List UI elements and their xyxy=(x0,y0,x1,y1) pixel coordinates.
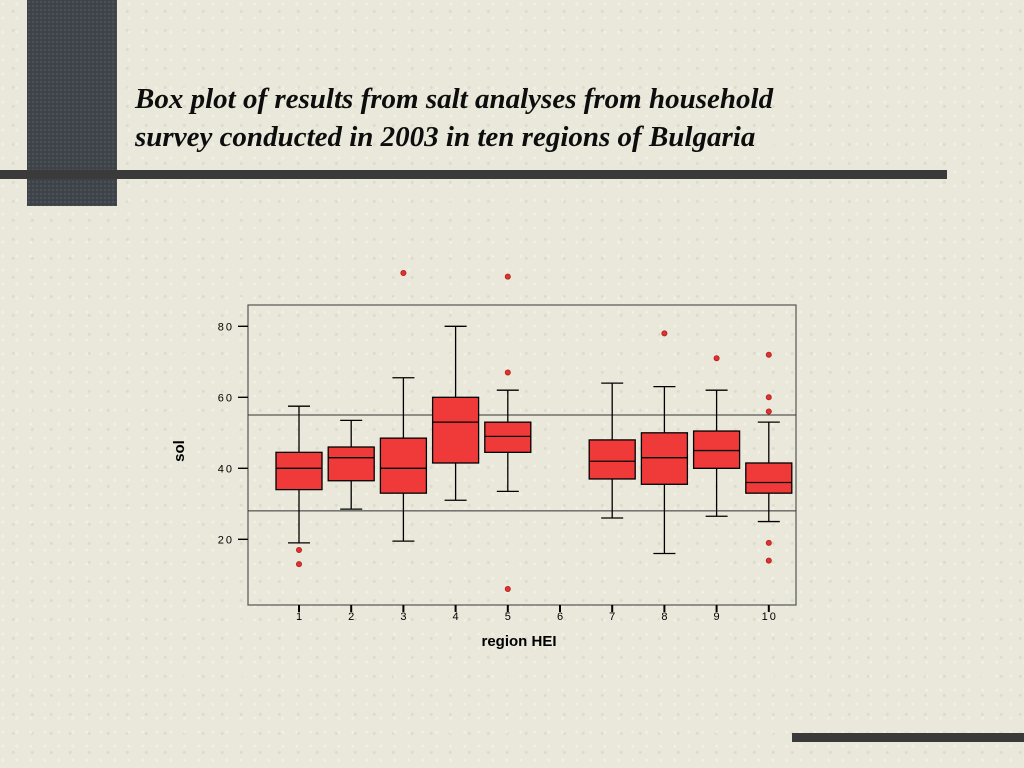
box-1 xyxy=(275,451,323,491)
outlier-8-1 xyxy=(661,330,668,337)
x-tick-label-6: 6 xyxy=(557,611,565,623)
box-7 xyxy=(588,439,636,480)
x-tick-label-3: 3 xyxy=(400,611,408,623)
x-axis-title: region HEI xyxy=(481,633,556,650)
y-axis-title: sol xyxy=(171,440,188,462)
box-region-5 xyxy=(484,273,532,593)
x-tick-label-9: 9 xyxy=(714,611,722,623)
box-region-4 xyxy=(431,325,480,501)
x-tick-label-8: 8 xyxy=(661,611,669,623)
y-tick-label-60: 60 xyxy=(218,392,234,404)
slide-title-line-2: survey conducted in 2003 in ten regions … xyxy=(135,121,756,153)
x-tick-label-4: 4 xyxy=(453,611,461,623)
box-region-10 xyxy=(745,351,793,564)
reference-lines xyxy=(248,414,796,512)
box-3 xyxy=(379,437,428,494)
x-tick-label-2: 2 xyxy=(348,611,356,623)
box-10 xyxy=(745,462,793,494)
box-region-3 xyxy=(379,270,428,542)
outlier-10-3 xyxy=(765,408,772,415)
title-rule xyxy=(0,170,947,179)
outlier-10-5 xyxy=(765,557,772,564)
box-5 xyxy=(484,421,532,453)
box-8 xyxy=(640,432,689,485)
box-4 xyxy=(431,396,480,464)
footer-rule xyxy=(792,733,1024,742)
slide-title-line-1: Box plot of results from salt analyses f… xyxy=(135,83,774,115)
box-9 xyxy=(692,430,741,469)
y-tick-label-40: 40 xyxy=(218,463,234,475)
outlier-10-1 xyxy=(765,351,772,358)
outlier-9-1 xyxy=(713,355,720,362)
x-tick-label-5: 5 xyxy=(505,611,513,623)
y-tick-label-20: 20 xyxy=(218,534,234,546)
y-axis: 20 40 60 80 xyxy=(218,321,248,546)
x-tick-label-10: 10 xyxy=(762,611,778,623)
slide-title: Box plot of results from salt analyses f… xyxy=(135,80,935,156)
x-axis: 1 2 3 4 5 6 7 8 9 10 xyxy=(296,605,778,623)
box-region-2 xyxy=(327,419,375,510)
x-tick-label-1: 1 xyxy=(296,611,304,623)
box-2 xyxy=(327,446,375,482)
outlier-1-1 xyxy=(295,546,302,553)
y-tick-label-80: 80 xyxy=(218,321,234,333)
box-region-7 xyxy=(588,382,636,519)
box-series xyxy=(275,270,793,593)
x-tick-label-7: 7 xyxy=(609,611,617,623)
outlier-10-2 xyxy=(765,394,772,401)
outlier-5-3 xyxy=(504,586,511,593)
outlier-5-2 xyxy=(504,369,511,376)
box-region-1 xyxy=(275,405,323,568)
box-region-8 xyxy=(640,330,689,555)
box-region-9 xyxy=(692,355,741,517)
outlier-5-1 xyxy=(504,273,511,280)
outlier-3-1 xyxy=(400,270,407,277)
outlier-1-2 xyxy=(295,561,302,568)
outlier-10-4 xyxy=(765,539,772,546)
plot-frame xyxy=(247,304,797,606)
